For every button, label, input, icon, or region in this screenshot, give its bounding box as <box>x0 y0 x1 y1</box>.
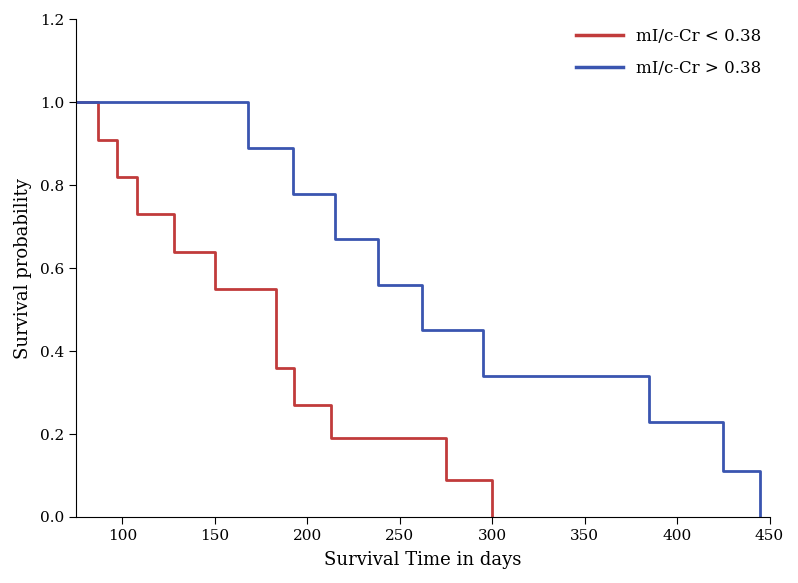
Legend: mI/c-Cr < 0.38, mI/c-Cr > 0.38: mI/c-Cr < 0.38, mI/c-Cr > 0.38 <box>576 28 761 77</box>
X-axis label: Survival Time in days: Survival Time in days <box>324 551 522 569</box>
Y-axis label: Survival probability: Survival probability <box>14 178 32 359</box>
